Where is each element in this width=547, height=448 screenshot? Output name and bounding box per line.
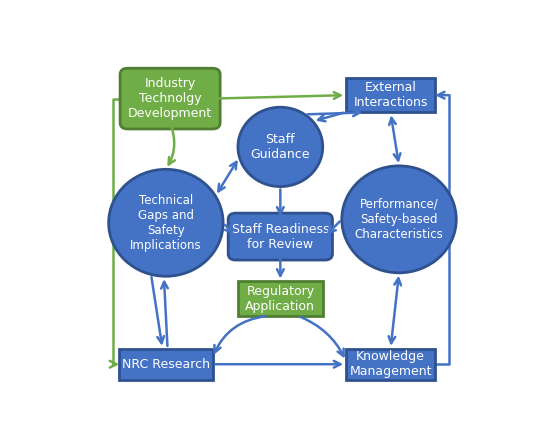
Text: Knowledge
Management: Knowledge Management <box>350 350 432 378</box>
Ellipse shape <box>109 169 223 276</box>
Text: External
Interactions: External Interactions <box>353 81 428 109</box>
FancyBboxPatch shape <box>120 68 220 129</box>
Text: Technical
Gaps and
Safety
Implications: Technical Gaps and Safety Implications <box>130 194 202 252</box>
FancyBboxPatch shape <box>228 213 333 260</box>
FancyBboxPatch shape <box>238 281 323 316</box>
Ellipse shape <box>342 166 456 273</box>
Text: NRC Research: NRC Research <box>122 358 210 371</box>
FancyBboxPatch shape <box>346 349 435 380</box>
Ellipse shape <box>238 107 323 186</box>
FancyBboxPatch shape <box>346 78 435 112</box>
Text: Performance/
Safety-based
Characteristics: Performance/ Safety-based Characteristic… <box>354 198 444 241</box>
Text: Industry
Technolgy
Development: Industry Technolgy Development <box>128 77 212 120</box>
Text: Staff Readiness
for Review: Staff Readiness for Review <box>231 223 329 250</box>
Text: Staff
Guidance: Staff Guidance <box>251 133 310 161</box>
Text: Regulatory
Application: Regulatory Application <box>246 284 315 313</box>
FancyBboxPatch shape <box>119 349 212 380</box>
